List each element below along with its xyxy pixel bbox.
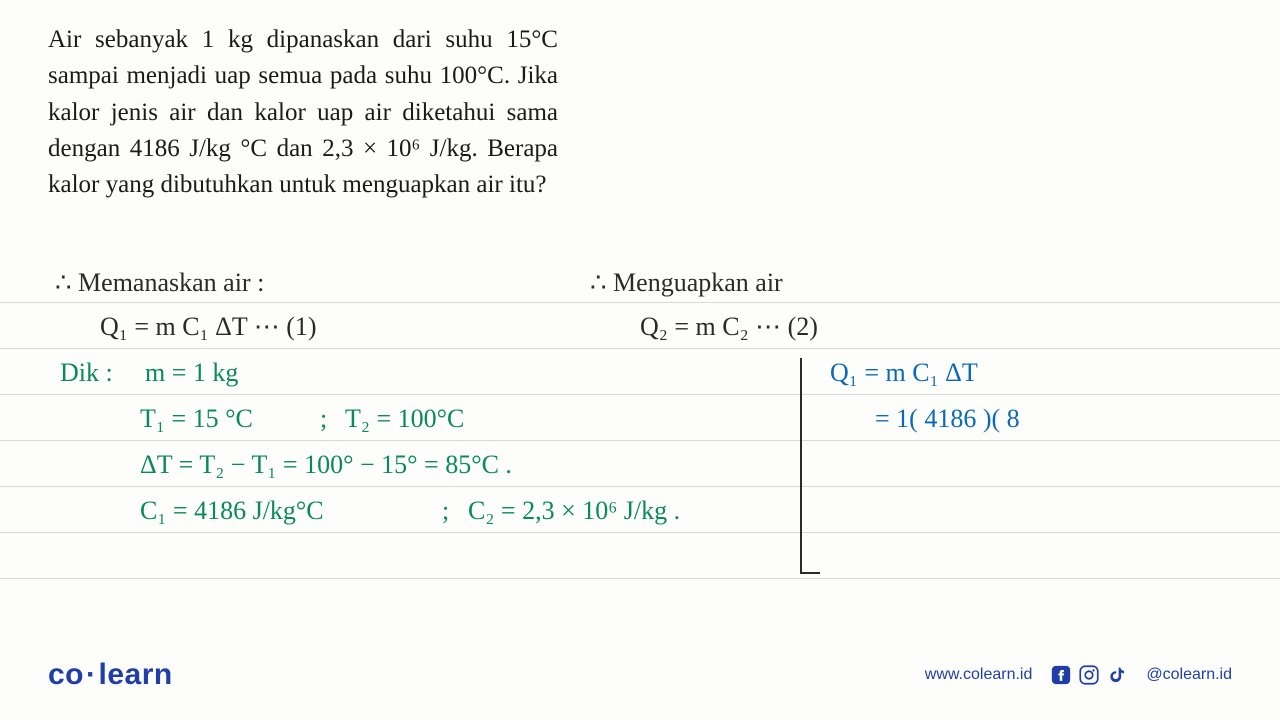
given-c1: C₁ = 4186 J/kg°C	[140, 496, 324, 526]
calc-line-1: Q₁ = m C₁ ΔT	[830, 358, 978, 388]
footer-handle: @colearn.id	[1146, 666, 1232, 684]
evaporation-title: ∴ Menguapkan air	[590, 268, 783, 298]
given-mass: m = 1 kg	[145, 358, 238, 388]
problem-line-1: Air sebanyak 1 kg dipanaskan dari suhu	[48, 26, 493, 53]
heating-equation: Q₁ = m C₁ ΔT ⋯ (1)	[100, 312, 317, 342]
vertical-divider-foot	[800, 572, 820, 574]
given-sep-1: ;	[320, 404, 327, 434]
given-sep-2: ;	[442, 496, 449, 526]
facebook-icon	[1050, 664, 1072, 686]
logo-dot: ·	[84, 658, 99, 691]
problem-statement: Air sebanyak 1 kg dipanaskan dari suhu 1…	[48, 22, 558, 203]
footer-url: www.colearn.id	[925, 666, 1033, 684]
ruled-line	[0, 532, 1280, 533]
ruled-line	[0, 302, 1280, 303]
given-c2: C₂ = 2,3 × 10⁶ J/kg .	[468, 496, 680, 526]
ruled-line	[0, 348, 1280, 349]
given-label: Dik :	[60, 358, 113, 388]
calc-line-2: = 1( 4186 )( 8	[875, 404, 1020, 434]
brand-logo: co·learn	[48, 658, 173, 692]
ruled-line	[0, 394, 1280, 395]
ruled-line	[0, 578, 1280, 579]
ruled-line	[0, 440, 1280, 441]
evaporation-equation: Q₂ = m C₂ ⋯ (2)	[640, 312, 818, 342]
given-t1: T₁ = 15 °C	[140, 404, 253, 434]
footer: co·learn www.colearn.id @colearn.id	[0, 658, 1280, 692]
problem-line-6: dibutuhkan untuk menguapkan air itu?	[160, 171, 546, 198]
given-delta-t: ΔT = T₂ − T₁ = 100° − 15° = 85°C .	[140, 450, 512, 480]
logo-part-co: co	[48, 658, 84, 691]
heating-title: ∴ Memanaskan air :	[55, 268, 264, 298]
ruled-line	[0, 486, 1280, 487]
instagram-icon	[1078, 664, 1100, 686]
vertical-divider	[800, 358, 802, 574]
given-t2: T₂ = 100°C	[345, 404, 464, 434]
social-icons	[1050, 664, 1128, 686]
footer-right: www.colearn.id @colearn.id	[925, 664, 1232, 686]
tiktok-icon	[1106, 664, 1128, 686]
logo-part-learn: learn	[99, 658, 173, 691]
